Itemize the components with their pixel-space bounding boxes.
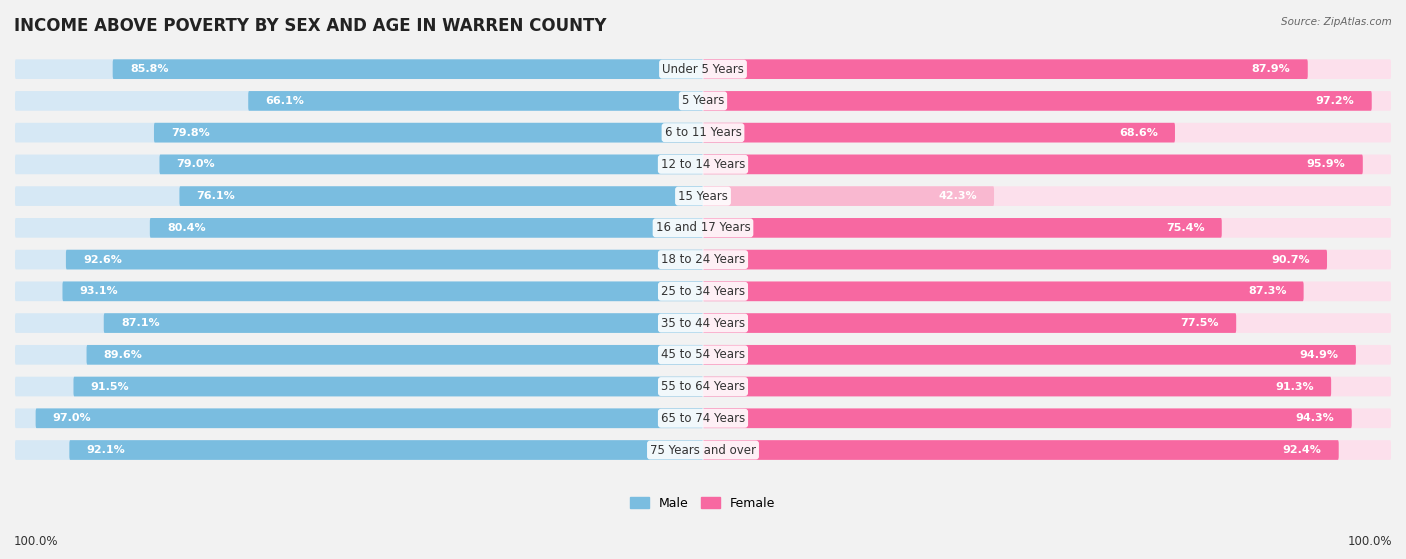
FancyBboxPatch shape: [112, 59, 703, 79]
Text: 6 to 11 Years: 6 to 11 Years: [665, 126, 741, 139]
Legend: Male, Female: Male, Female: [626, 492, 780, 515]
FancyBboxPatch shape: [155, 123, 703, 143]
FancyBboxPatch shape: [15, 123, 703, 143]
FancyBboxPatch shape: [15, 250, 703, 269]
FancyBboxPatch shape: [703, 154, 1362, 174]
FancyBboxPatch shape: [15, 345, 703, 364]
Text: 15 Years: 15 Years: [678, 190, 728, 202]
Text: 80.4%: 80.4%: [167, 223, 205, 233]
Text: 91.5%: 91.5%: [90, 382, 129, 391]
FancyBboxPatch shape: [703, 313, 1236, 333]
Text: 79.0%: 79.0%: [177, 159, 215, 169]
Text: 87.9%: 87.9%: [1251, 64, 1291, 74]
FancyBboxPatch shape: [703, 440, 1339, 460]
FancyBboxPatch shape: [703, 91, 1372, 111]
Text: Under 5 Years: Under 5 Years: [662, 63, 744, 75]
FancyBboxPatch shape: [703, 282, 1303, 301]
FancyBboxPatch shape: [703, 186, 994, 206]
FancyBboxPatch shape: [703, 377, 1331, 396]
FancyBboxPatch shape: [15, 282, 703, 301]
FancyBboxPatch shape: [180, 186, 703, 206]
FancyBboxPatch shape: [703, 282, 1391, 301]
FancyBboxPatch shape: [249, 91, 703, 111]
Text: 85.8%: 85.8%: [129, 64, 169, 74]
Text: 5 Years: 5 Years: [682, 94, 724, 107]
FancyBboxPatch shape: [703, 59, 1391, 79]
FancyBboxPatch shape: [15, 91, 703, 111]
FancyBboxPatch shape: [66, 250, 703, 269]
FancyBboxPatch shape: [703, 59, 1308, 79]
FancyBboxPatch shape: [15, 313, 703, 333]
Text: 42.3%: 42.3%: [938, 191, 977, 201]
FancyBboxPatch shape: [703, 91, 1391, 111]
Text: INCOME ABOVE POVERTY BY SEX AND AGE IN WARREN COUNTY: INCOME ABOVE POVERTY BY SEX AND AGE IN W…: [14, 17, 606, 35]
FancyBboxPatch shape: [703, 250, 1327, 269]
FancyBboxPatch shape: [703, 123, 1175, 143]
Text: 87.3%: 87.3%: [1249, 286, 1286, 296]
FancyBboxPatch shape: [15, 186, 703, 206]
Text: 94.3%: 94.3%: [1296, 413, 1334, 423]
FancyBboxPatch shape: [15, 154, 703, 174]
Text: 25 to 34 Years: 25 to 34 Years: [661, 285, 745, 298]
FancyBboxPatch shape: [15, 59, 703, 79]
FancyBboxPatch shape: [703, 218, 1222, 238]
Text: 100.0%: 100.0%: [14, 535, 59, 548]
FancyBboxPatch shape: [703, 154, 1391, 174]
FancyBboxPatch shape: [35, 409, 703, 428]
Text: 91.3%: 91.3%: [1275, 382, 1315, 391]
Text: 87.1%: 87.1%: [121, 318, 159, 328]
Text: 65 to 74 Years: 65 to 74 Years: [661, 412, 745, 425]
FancyBboxPatch shape: [73, 377, 703, 396]
FancyBboxPatch shape: [703, 186, 1391, 206]
Text: 55 to 64 Years: 55 to 64 Years: [661, 380, 745, 393]
FancyBboxPatch shape: [150, 218, 703, 238]
FancyBboxPatch shape: [15, 218, 703, 238]
Text: 75 Years and over: 75 Years and over: [650, 443, 756, 457]
FancyBboxPatch shape: [703, 345, 1355, 364]
Text: 45 to 54 Years: 45 to 54 Years: [661, 348, 745, 361]
Text: 97.2%: 97.2%: [1316, 96, 1354, 106]
Text: 77.5%: 77.5%: [1181, 318, 1219, 328]
Text: 35 to 44 Years: 35 to 44 Years: [661, 316, 745, 330]
Text: 94.9%: 94.9%: [1299, 350, 1339, 360]
Text: 66.1%: 66.1%: [266, 96, 304, 106]
Text: 75.4%: 75.4%: [1166, 223, 1205, 233]
Text: 18 to 24 Years: 18 to 24 Years: [661, 253, 745, 266]
FancyBboxPatch shape: [69, 440, 703, 460]
Text: 79.8%: 79.8%: [172, 127, 209, 138]
Text: 12 to 14 Years: 12 to 14 Years: [661, 158, 745, 171]
FancyBboxPatch shape: [703, 377, 1391, 396]
Text: 89.6%: 89.6%: [104, 350, 142, 360]
Text: 90.7%: 90.7%: [1271, 254, 1310, 264]
FancyBboxPatch shape: [15, 440, 703, 460]
FancyBboxPatch shape: [703, 440, 1391, 460]
Text: Source: ZipAtlas.com: Source: ZipAtlas.com: [1281, 17, 1392, 27]
FancyBboxPatch shape: [703, 409, 1391, 428]
Text: 93.1%: 93.1%: [80, 286, 118, 296]
Text: 100.0%: 100.0%: [1347, 535, 1392, 548]
FancyBboxPatch shape: [703, 345, 1391, 364]
FancyBboxPatch shape: [15, 409, 703, 428]
Text: 97.0%: 97.0%: [53, 413, 91, 423]
FancyBboxPatch shape: [703, 218, 1391, 238]
FancyBboxPatch shape: [703, 313, 1391, 333]
Text: 95.9%: 95.9%: [1306, 159, 1346, 169]
FancyBboxPatch shape: [703, 123, 1391, 143]
FancyBboxPatch shape: [703, 409, 1351, 428]
Text: 16 and 17 Years: 16 and 17 Years: [655, 221, 751, 234]
FancyBboxPatch shape: [703, 250, 1391, 269]
FancyBboxPatch shape: [87, 345, 703, 364]
Text: 92.1%: 92.1%: [87, 445, 125, 455]
Text: 92.4%: 92.4%: [1282, 445, 1322, 455]
Text: 92.6%: 92.6%: [83, 254, 122, 264]
Text: 68.6%: 68.6%: [1119, 127, 1157, 138]
Text: 76.1%: 76.1%: [197, 191, 235, 201]
FancyBboxPatch shape: [15, 377, 703, 396]
FancyBboxPatch shape: [159, 154, 703, 174]
FancyBboxPatch shape: [62, 282, 703, 301]
FancyBboxPatch shape: [104, 313, 703, 333]
